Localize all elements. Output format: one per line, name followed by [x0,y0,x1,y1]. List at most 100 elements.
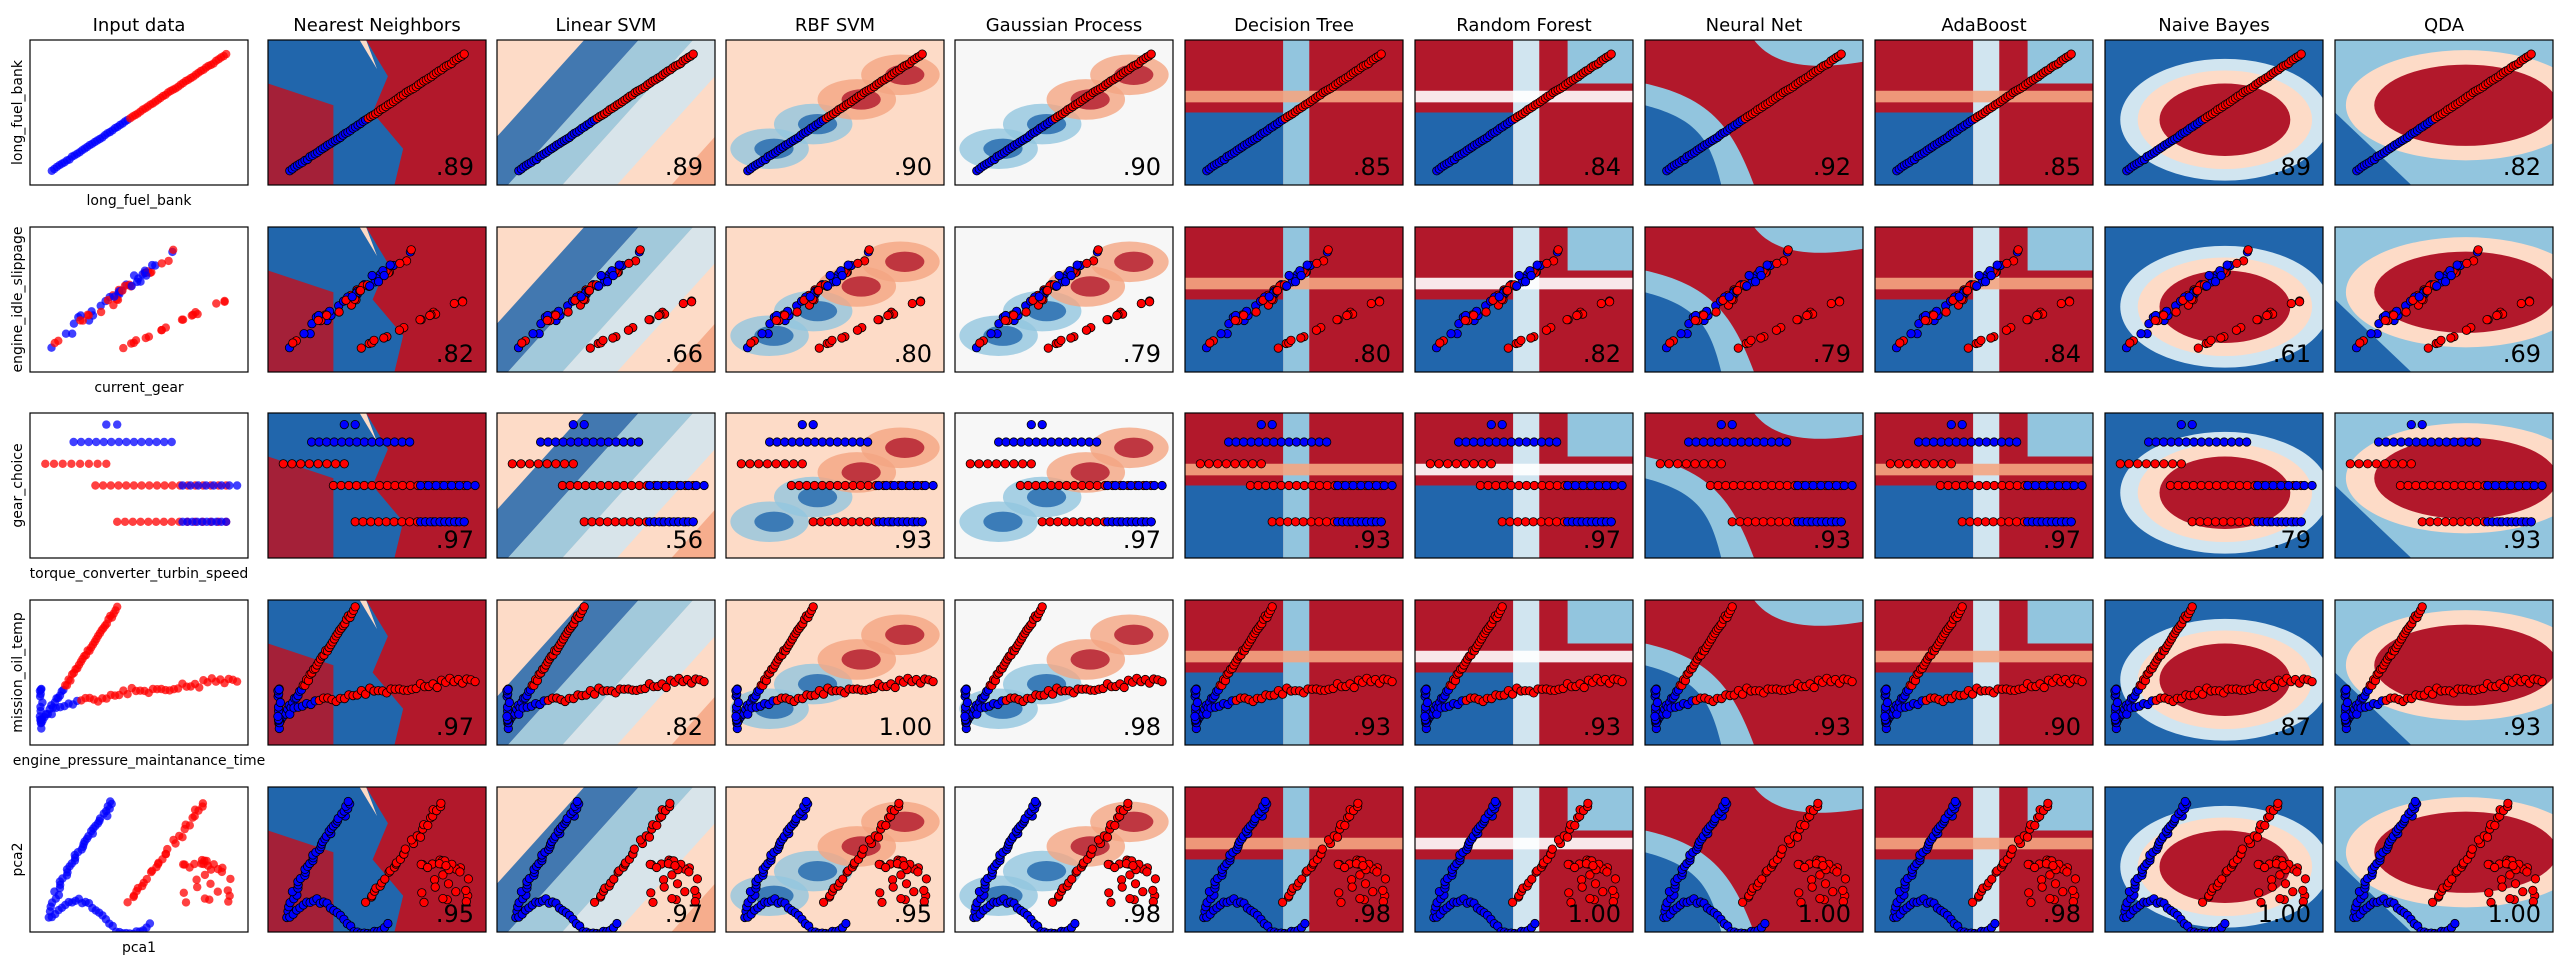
data-point [692,874,702,884]
data-point [1291,437,1302,447]
panel-frame [725,599,945,746]
data-point [275,697,285,708]
data-point [394,325,404,335]
data-point [91,481,100,490]
data-point [1707,459,1718,469]
data-point [1826,298,1836,309]
data-point [2212,480,2222,491]
data-point [1721,480,1731,491]
data-point [304,459,315,469]
data-point [585,343,595,353]
data-point [296,459,306,469]
data-point [160,437,169,447]
data-point [1483,480,1493,491]
data-point [543,437,553,447]
data-point [1767,480,1777,491]
panel-plot-area [30,600,248,745]
data-point [960,711,970,722]
data-point [1544,517,1554,527]
data-point [2449,480,2459,491]
panel-plot-area [2335,600,2553,745]
data-point [1130,879,1141,889]
panel-plot-area [1645,40,1863,185]
data-point [843,260,853,270]
data-point [1048,897,1058,907]
data-point [912,480,923,491]
data-point [1921,437,1931,447]
data-point [890,682,900,693]
data-point [287,459,297,469]
data-point [1831,480,1842,491]
data-point [1060,277,1071,287]
data-point [1986,333,1996,343]
data-point [991,459,1002,469]
data-point [1052,281,1062,291]
data-point [802,437,812,447]
data-point [2448,517,2458,527]
data-point [894,798,904,808]
data-point [1302,260,1312,270]
data-point [1146,49,1156,59]
decision-regions [955,600,1173,745]
data-point [961,685,971,695]
data-point [1610,874,1620,884]
data-point [1138,887,1148,897]
data-point [1847,480,1857,491]
data-point [322,310,332,320]
data-point [1570,820,1580,831]
data-point [805,292,815,302]
data-point [1380,874,1390,884]
data-point [808,517,818,527]
data-point [2417,517,2427,527]
panel-frame [496,39,716,186]
panel-frame [954,412,1174,559]
data-point [461,885,471,896]
panel-plot-area [726,40,944,185]
data-point [576,292,586,302]
data-point [339,459,349,469]
data-point [351,480,362,491]
data-point [965,459,975,469]
data-point [733,697,743,708]
panel-plot-area [497,413,715,558]
data-point [2490,480,2500,491]
classifier-panel: .98 [954,786,1174,933]
classifier-panel: .93 [1414,599,1634,746]
data-point [877,897,887,908]
data-point [972,709,982,719]
data-point [1000,315,1010,326]
data-point [1508,897,1518,907]
data-point [200,894,210,903]
data-point [610,517,620,527]
data-point [2389,310,2399,320]
data-point [2181,437,2191,447]
data-point [608,333,618,343]
data-point [2411,480,2421,491]
data-points [1431,245,1615,353]
data-point [1061,517,1071,527]
data-point [974,459,984,469]
data-point [2124,459,2134,469]
data-point [1974,480,1984,491]
data-point [788,459,799,469]
data-point [598,335,608,345]
data-point [1951,480,1961,491]
data-point [2001,325,2011,335]
accuracy-score: .61 [2273,340,2311,368]
data-point [881,862,891,873]
data-point [2260,480,2270,491]
data-point [1681,459,1692,469]
data-point [745,459,755,469]
data-point [654,310,664,321]
data-point [746,338,756,348]
data-point [503,685,513,695]
data-points [1201,245,1385,353]
data-point [1929,310,1939,320]
data-point [1190,711,1200,722]
panel-row: mission_oil_tempengine_pressure_maintana… [10,599,2554,769]
data-point [232,677,242,686]
data-point [1894,459,1904,469]
data-point [1314,517,1324,527]
data-point [145,919,155,928]
data-points [965,420,1167,527]
